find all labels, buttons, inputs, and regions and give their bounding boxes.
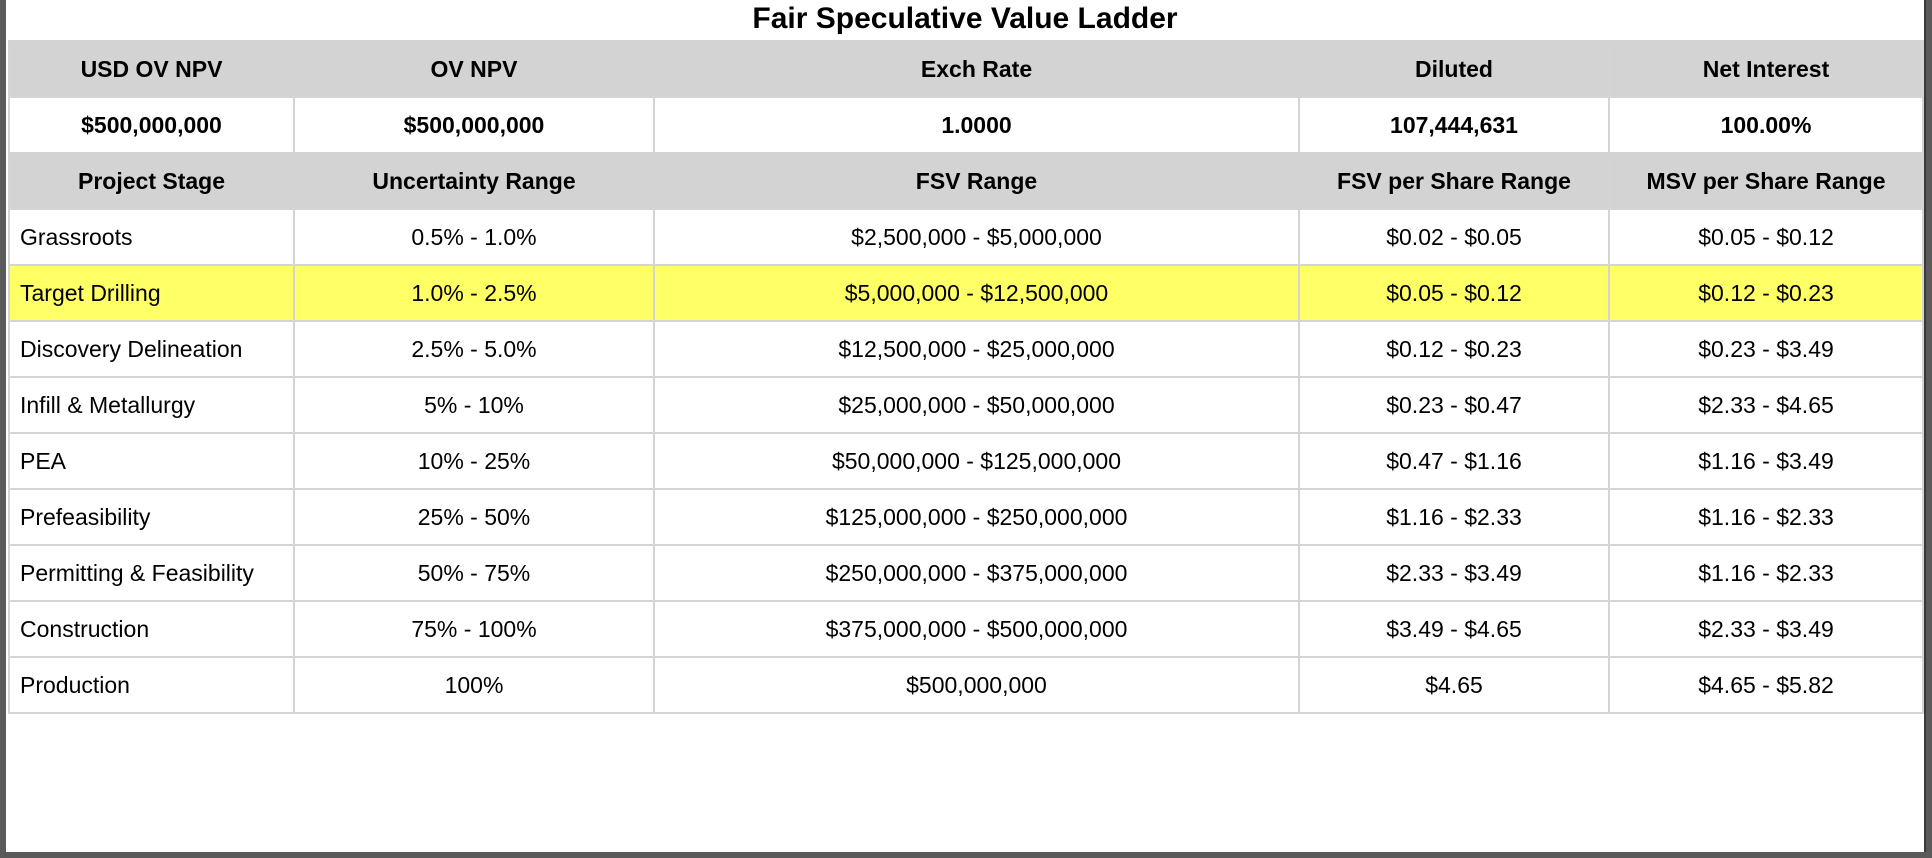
msv-share-cell: $0.05 - $0.12: [1608, 208, 1924, 266]
msv-share-cell: $0.12 - $0.23: [1608, 264, 1924, 322]
summary-value-ov-npv: $500,000,000: [293, 96, 655, 154]
summary-header-usd-ov-npv: USD OV NPV: [8, 40, 295, 98]
stage-cell: Discovery Delineation: [8, 320, 295, 378]
fsv-share-cell: $0.05 - $0.12: [1298, 264, 1610, 322]
fsv-share-cell: $2.33 - $3.49: [1298, 544, 1610, 602]
msv-share-cell: $2.33 - $3.49: [1608, 600, 1924, 658]
fsv-range-cell: $500,000,000: [653, 656, 1300, 714]
stage-cell: Permitting & Feasibility: [8, 544, 295, 602]
fsv-range-cell: $250,000,000 - $375,000,000: [653, 544, 1300, 602]
fsv-share-cell: $0.02 - $0.05: [1298, 208, 1610, 266]
stage-cell: Production: [8, 656, 295, 714]
table-row: Discovery Delineation 2.5% - 5.0% $12,50…: [8, 320, 1924, 378]
fsv-range-cell: $12,500,000 - $25,000,000: [653, 320, 1300, 378]
summary-value-usd-ov-npv: $500,000,000: [8, 96, 295, 154]
uncertainty-cell: 0.5% - 1.0%: [293, 208, 655, 266]
summary-header-exch-rate: Exch Rate: [653, 40, 1300, 98]
column-header-project-stage: Project Stage: [8, 152, 295, 210]
uncertainty-cell: 2.5% - 5.0%: [293, 320, 655, 378]
fsv-range-cell: $2,500,000 - $5,000,000: [653, 208, 1300, 266]
table-row-highlighted: Target Drilling 1.0% - 2.5% $5,000,000 -…: [8, 264, 1924, 322]
uncertainty-cell: 1.0% - 2.5%: [293, 264, 655, 322]
stage-cell: PEA: [8, 432, 295, 490]
stage-cell: Infill & Metallurgy: [8, 376, 295, 434]
uncertainty-cell: 25% - 50%: [293, 488, 655, 546]
uncertainty-cell: 10% - 25%: [293, 432, 655, 490]
column-header-fsv-per-share-range: FSV per Share Range: [1298, 152, 1610, 210]
stage-cell: Target Drilling: [8, 264, 295, 322]
column-header-row: Project Stage Uncertainty Range FSV Rang…: [8, 152, 1924, 210]
summary-value-row: $500,000,000 $500,000,000 1.0000 107,444…: [8, 96, 1924, 154]
column-header-fsv-range: FSV Range: [653, 152, 1300, 210]
ladder-panel: Fair Speculative Value Ladder USD OV NPV…: [6, 0, 1926, 852]
summary-header-row: USD OV NPV OV NPV Exch Rate Diluted Net …: [8, 40, 1924, 98]
fsv-share-cell: $1.16 - $2.33: [1298, 488, 1610, 546]
summary-header-diluted: Diluted: [1298, 40, 1610, 98]
fsv-range-cell: $25,000,000 - $50,000,000: [653, 376, 1300, 434]
fsv-share-cell: $0.47 - $1.16: [1298, 432, 1610, 490]
fsv-share-cell: $0.12 - $0.23: [1298, 320, 1610, 378]
summary-value-diluted: 107,444,631: [1298, 96, 1610, 154]
fsv-range-cell: $125,000,000 - $250,000,000: [653, 488, 1300, 546]
msv-share-cell: $0.23 - $3.49: [1608, 320, 1924, 378]
msv-share-cell: $1.16 - $2.33: [1608, 488, 1924, 546]
fsv-share-cell: $0.23 - $0.47: [1298, 376, 1610, 434]
table-row: Construction 75% - 100% $375,000,000 - $…: [8, 600, 1924, 658]
fsv-range-cell: $5,000,000 - $12,500,000: [653, 264, 1300, 322]
table-title: Fair Speculative Value Ladder: [752, 2, 1178, 35]
table-row: Prefeasibility 25% - 50% $125,000,000 - …: [8, 488, 1924, 546]
table-row: Permitting & Feasibility 50% - 75% $250,…: [8, 544, 1924, 602]
msv-share-cell: $1.16 - $2.33: [1608, 544, 1924, 602]
summary-value-exch-rate: 1.0000: [653, 96, 1300, 154]
table-row: Grassroots 0.5% - 1.0% $2,500,000 - $5,0…: [8, 208, 1924, 266]
fsv-range-cell: $375,000,000 - $500,000,000: [653, 600, 1300, 658]
summary-header-net-interest: Net Interest: [1608, 40, 1924, 98]
fsv-share-cell: $3.49 - $4.65: [1298, 600, 1610, 658]
msv-share-cell: $2.33 - $4.65: [1608, 376, 1924, 434]
table-row: Production 100% $500,000,000 $4.65 $4.65…: [8, 656, 1924, 714]
column-header-msv-per-share-range: MSV per Share Range: [1608, 152, 1924, 210]
uncertainty-cell: 75% - 100%: [293, 600, 655, 658]
fsv-share-cell: $4.65: [1298, 656, 1610, 714]
summary-value-net-interest: 100.00%: [1608, 96, 1924, 154]
stage-cell: Grassroots: [8, 208, 295, 266]
fsv-range-cell: $50,000,000 - $125,000,000: [653, 432, 1300, 490]
uncertainty-cell: 50% - 75%: [293, 544, 655, 602]
summary-header-ov-npv: OV NPV: [293, 40, 655, 98]
stage-cell: Construction: [8, 600, 295, 658]
msv-share-cell: $4.65 - $5.82: [1608, 656, 1924, 714]
fsv-ladder-table: USD OV NPV OV NPV Exch Rate Diluted Net …: [8, 40, 1924, 714]
stage-cell: Prefeasibility: [8, 488, 295, 546]
table-row: PEA 10% - 25% $50,000,000 - $125,000,000…: [8, 432, 1924, 490]
table-row: Infill & Metallurgy 5% - 10% $25,000,000…: [8, 376, 1924, 434]
msv-share-cell: $1.16 - $3.49: [1608, 432, 1924, 490]
uncertainty-cell: 100%: [293, 656, 655, 714]
uncertainty-cell: 5% - 10%: [293, 376, 655, 434]
column-header-uncertainty-range: Uncertainty Range: [293, 152, 655, 210]
